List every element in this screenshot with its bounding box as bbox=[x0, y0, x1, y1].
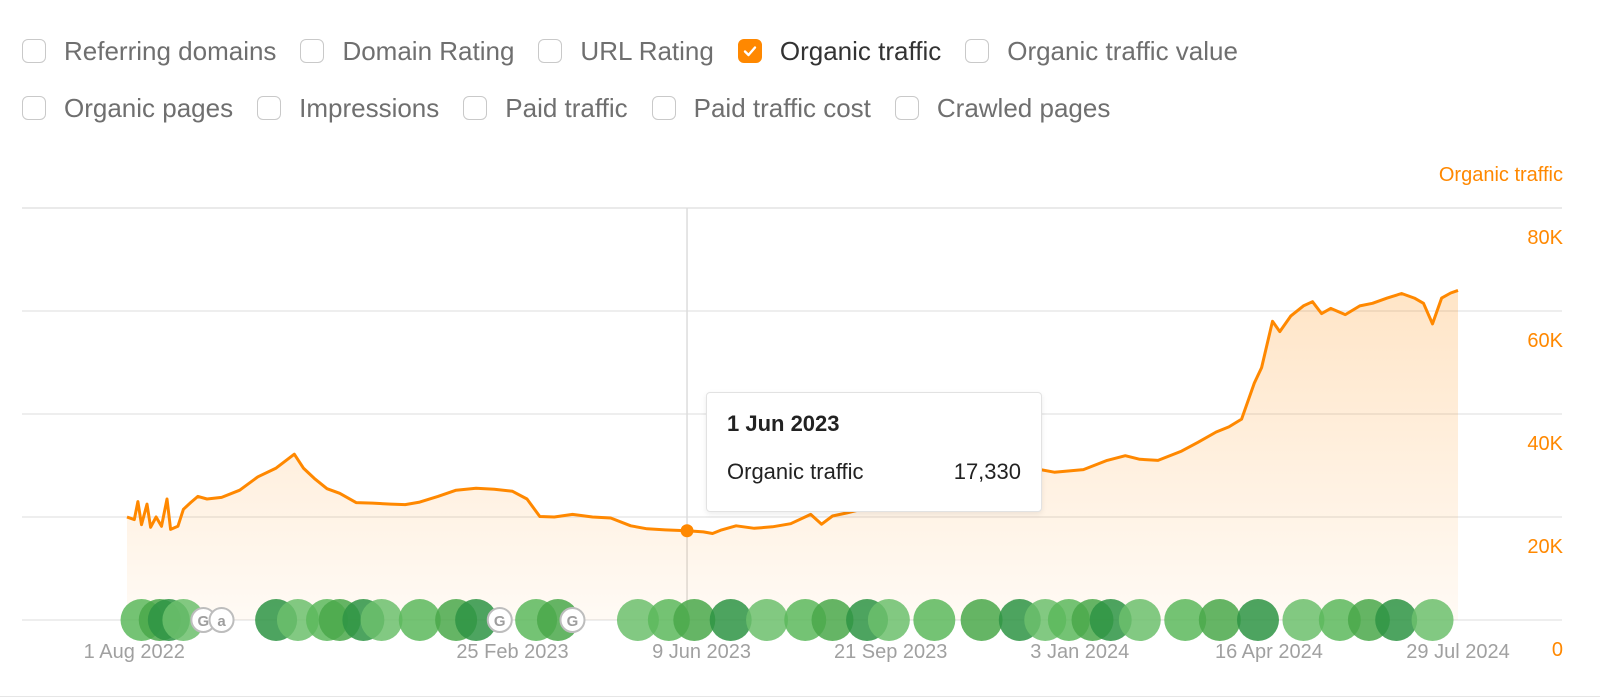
metric-option[interactable]: URL Rating bbox=[538, 35, 714, 67]
checkbox[interactable] bbox=[300, 39, 325, 63]
metric-selector: Referring domains Domain Rating URL Rating… bbox=[22, 34, 1582, 148]
tooltip-series-label: Organic traffic bbox=[727, 459, 864, 484]
tooltip-value: 17,330 bbox=[953, 459, 1021, 484]
marker-circle bbox=[208, 607, 235, 633]
event-marker[interactable] bbox=[867, 599, 910, 641]
checkbox[interactable] bbox=[22, 96, 46, 120]
google-update-marker[interactable]: G bbox=[486, 607, 513, 633]
metric-option[interactable]: Paid traffic cost bbox=[651, 92, 871, 124]
metric-label: Domain Rating bbox=[342, 35, 515, 66]
metric-label: Organic traffic value bbox=[1007, 35, 1238, 66]
metric-option[interactable]: Crawled pages bbox=[894, 92, 1111, 124]
chart-tooltip: 1 Jun 2023 Organic traffic 17,330 bbox=[706, 392, 1042, 512]
annotation-marker[interactable]: a bbox=[208, 607, 235, 633]
check-icon bbox=[743, 46, 757, 57]
y-tick-label: 20K bbox=[1527, 536, 1563, 558]
metric-label: URL Rating bbox=[580, 35, 714, 66]
event-marker[interactable] bbox=[360, 599, 403, 641]
event-marker[interactable] bbox=[746, 599, 789, 641]
x-tick-label: 1 Aug 2022 bbox=[84, 641, 185, 663]
marker-circle bbox=[559, 607, 586, 633]
event-marker[interactable] bbox=[1318, 599, 1361, 641]
metric-option[interactable]: Organic pages bbox=[22, 93, 233, 124]
checkbox[interactable] bbox=[463, 96, 488, 120]
event-marker[interactable] bbox=[162, 599, 205, 641]
metric-label: Crawled pages bbox=[936, 92, 1111, 123]
marker-label: G bbox=[198, 613, 210, 630]
metric-row-2: Organic pages Impressions Paid traffic Paid… bbox=[22, 91, 1582, 125]
y-tick-label: 60K bbox=[1527, 330, 1563, 352]
metric-label: Paid traffic cost bbox=[693, 92, 871, 123]
metric-row-1: Referring domains Domain Rating URL Rating… bbox=[22, 34, 1582, 68]
event-marker[interactable] bbox=[1375, 599, 1418, 641]
event-marker[interactable] bbox=[673, 599, 716, 641]
event-marker[interactable] bbox=[616, 599, 659, 641]
event-marker[interactable] bbox=[1411, 599, 1454, 641]
y-axis-title: Organic traffic bbox=[1439, 164, 1563, 186]
checkbox-checked[interactable] bbox=[737, 39, 762, 63]
y-tick-label: 80K bbox=[1527, 227, 1563, 249]
metric-label: Paid traffic bbox=[505, 92, 628, 123]
checkbox[interactable] bbox=[965, 39, 990, 63]
event-marker[interactable] bbox=[1282, 599, 1325, 641]
event-marker[interactable] bbox=[811, 599, 854, 641]
event-marker[interactable] bbox=[960, 599, 1003, 641]
checkbox[interactable] bbox=[257, 96, 282, 120]
marker-label: G bbox=[494, 613, 506, 630]
y-tick-label: 40K bbox=[1527, 433, 1563, 455]
event-marker[interactable] bbox=[1164, 599, 1207, 641]
event-marker[interactable] bbox=[455, 599, 498, 641]
event-marker[interactable] bbox=[1236, 599, 1279, 641]
metric-label: Impressions bbox=[299, 92, 440, 123]
x-tick-label: 29 Jul 2024 bbox=[1406, 641, 1509, 663]
event-marker[interactable] bbox=[1198, 599, 1241, 641]
marker-label: G bbox=[567, 613, 579, 630]
event-marker[interactable] bbox=[398, 599, 441, 641]
hover-point bbox=[680, 524, 694, 538]
x-tick-label: 21 Sep 2023 bbox=[834, 641, 947, 663]
marker-label: a bbox=[217, 613, 226, 630]
metric-option[interactable]: Organic traffic bbox=[737, 35, 942, 67]
x-tick-label: 25 Feb 2023 bbox=[456, 641, 568, 663]
series-line bbox=[126, 288, 1459, 535]
y-tick-label: 0 bbox=[1552, 639, 1563, 661]
marker-circle bbox=[486, 607, 513, 633]
metric-option[interactable]: Domain Rating bbox=[300, 36, 514, 67]
event-marker[interactable] bbox=[276, 599, 319, 641]
metric-label: Organic pages bbox=[64, 92, 234, 123]
tooltip-date: 1 Jun 2023 bbox=[727, 411, 840, 436]
checkbox[interactable] bbox=[538, 39, 563, 63]
metric-label: Organic traffic bbox=[779, 35, 942, 66]
series-area bbox=[127, 290, 1458, 620]
event-marker[interactable] bbox=[1089, 599, 1132, 641]
metric-label: Referring domains bbox=[64, 35, 277, 66]
x-tick-label: 9 Jun 2023 bbox=[652, 641, 751, 663]
google-update-marker[interactable]: G bbox=[559, 607, 586, 633]
event-marker[interactable] bbox=[709, 599, 752, 641]
metric-option[interactable]: Referring domains bbox=[22, 36, 276, 67]
metric-option[interactable]: Paid traffic bbox=[463, 92, 628, 124]
tooltip-row: Organic traffic 17,330 bbox=[727, 459, 1021, 485]
x-tick-label: 3 Jan 2024 bbox=[1030, 641, 1129, 663]
event-marker[interactable] bbox=[913, 599, 956, 641]
metric-option[interactable]: Organic traffic value bbox=[965, 36, 1238, 67]
x-tick-label: 16 Apr 2024 bbox=[1215, 641, 1323, 663]
event-marker[interactable] bbox=[1118, 599, 1161, 641]
checkbox[interactable] bbox=[894, 96, 919, 120]
checkbox[interactable] bbox=[651, 96, 676, 120]
checkbox[interactable] bbox=[22, 39, 46, 63]
divider bbox=[0, 696, 1600, 697]
metric-option[interactable]: Impressions bbox=[257, 93, 439, 124]
